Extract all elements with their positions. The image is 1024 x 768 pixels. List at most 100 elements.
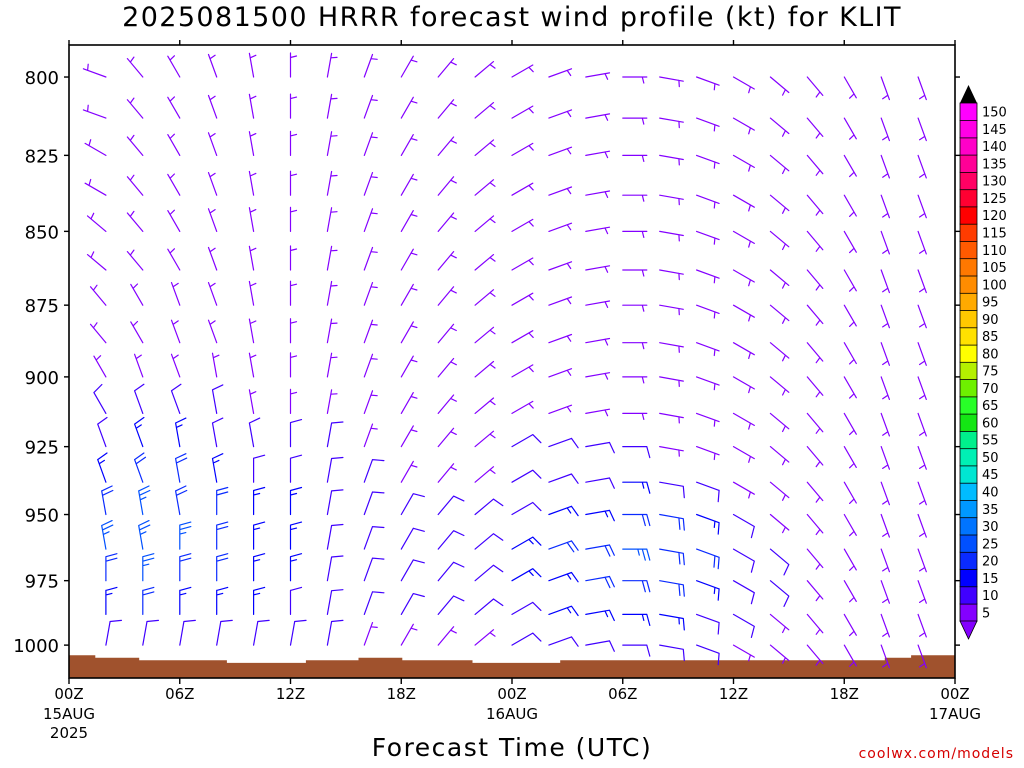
wind-barb — [880, 446, 890, 470]
wind-barb — [248, 93, 257, 119]
colorbar-top-arrow — [960, 85, 977, 103]
wind-barb — [474, 102, 496, 119]
y-tick-label: 1000 — [13, 636, 59, 657]
wind-barb — [363, 526, 385, 550]
wind-barb — [917, 644, 927, 669]
wind-barb — [917, 613, 927, 638]
colorbar-swatch — [959, 327, 978, 346]
wind-barb — [175, 485, 188, 516]
colorbar-swatch — [959, 465, 978, 484]
wind-barb — [732, 304, 755, 322]
wind-barb — [437, 251, 457, 271]
wind-barb — [732, 644, 755, 662]
wind-barb — [363, 622, 378, 646]
wind-barb — [622, 644, 651, 657]
wind-barb — [167, 55, 181, 78]
wind-barb — [400, 593, 425, 615]
wind-barb — [326, 52, 338, 78]
wind-barb — [696, 446, 720, 461]
wind-barb — [167, 248, 181, 271]
wind-barb — [437, 595, 465, 615]
wind-barb — [211, 453, 224, 483]
wind-barb — [548, 571, 579, 583]
wind-barb — [843, 304, 857, 327]
wind-barb — [659, 613, 685, 631]
colorbar-swatch — [959, 551, 978, 570]
wind-barb — [732, 154, 755, 172]
wind-barb — [97, 452, 108, 483]
x-tick-label: 18Z — [830, 685, 859, 703]
wind-barb — [917, 481, 927, 506]
x-tick-date: 16AUG — [486, 705, 538, 723]
wind-barb — [400, 559, 425, 582]
wind-barb — [363, 94, 378, 119]
wind-barb — [769, 304, 790, 324]
wind-barb — [363, 591, 385, 615]
wind-barb — [548, 333, 573, 344]
wind-barb — [917, 230, 927, 255]
wind-barb — [437, 495, 465, 516]
colorbar-swatch — [959, 361, 978, 381]
wind-barb — [326, 245, 338, 271]
wind-barb — [84, 139, 107, 156]
chart-title: 2025081500 HRRR forecast wind profile (k… — [122, 2, 902, 33]
colorbar: 5 10 15 20 25 30 35 40 45 50 55 60 65 70 75 80 85 90 95 100… — [959, 85, 1007, 640]
wind-barb — [806, 613, 824, 635]
colorbar-label: 90 — [982, 313, 999, 328]
wind-barb — [437, 427, 457, 448]
wind-barb — [170, 353, 181, 378]
wind-barb — [511, 218, 534, 232]
credit-link[interactable]: coolwx.com/models — [858, 746, 1014, 762]
wind-barb — [474, 254, 496, 271]
wind-barb — [101, 520, 114, 550]
wind-barb — [696, 376, 720, 391]
wind-barb — [622, 412, 648, 420]
wind-barb — [585, 509, 615, 522]
wind-barb — [806, 304, 824, 326]
wind-barb — [289, 318, 298, 344]
wind-barb — [659, 269, 684, 281]
wind-barb — [216, 486, 229, 516]
wind-barb — [179, 553, 192, 582]
wind-barb — [843, 194, 857, 217]
wind-barb — [511, 601, 542, 615]
wind-barb — [289, 52, 298, 78]
wind-barb — [769, 613, 790, 634]
wind-barb — [474, 397, 496, 414]
wind-barb — [696, 580, 720, 601]
wind-barb — [769, 342, 790, 362]
wind-barb — [511, 364, 534, 378]
wind-barb — [289, 206, 298, 232]
wind-barb — [437, 99, 457, 119]
wind-barb — [696, 154, 720, 169]
colorbar-swatch — [959, 119, 978, 139]
wind-barb — [511, 469, 542, 483]
colorbar-label: 65 — [982, 399, 999, 414]
colorbar-label: 55 — [982, 434, 999, 449]
colorbar-swatch — [959, 568, 978, 588]
colorbar-label: 20 — [982, 555, 999, 570]
wind-barb — [732, 412, 755, 430]
x-tick-date: 15AUG — [43, 705, 95, 723]
wind-barb — [585, 226, 611, 235]
wind-barb — [548, 505, 579, 517]
wind-barb — [843, 548, 857, 571]
wind-barb — [474, 430, 496, 448]
wind-barb — [548, 146, 573, 156]
wind-barb — [696, 117, 720, 132]
wind-barb — [806, 644, 824, 666]
x-tick-label: 06Z — [608, 685, 637, 703]
colorbar-label: 15 — [982, 572, 999, 587]
wind-barb — [437, 357, 457, 378]
wind-barb — [326, 589, 344, 615]
colorbar-label: 125 — [982, 192, 1007, 207]
wind-barb — [880, 548, 890, 573]
wind-barb — [769, 412, 790, 433]
colorbar-swatch — [959, 534, 978, 553]
colorbar-swatch — [959, 499, 978, 519]
wind-barb — [880, 194, 890, 219]
wind-barb — [806, 154, 824, 176]
wind-barb — [89, 284, 107, 306]
wind-barb — [363, 390, 378, 414]
wind-barb — [622, 613, 651, 626]
